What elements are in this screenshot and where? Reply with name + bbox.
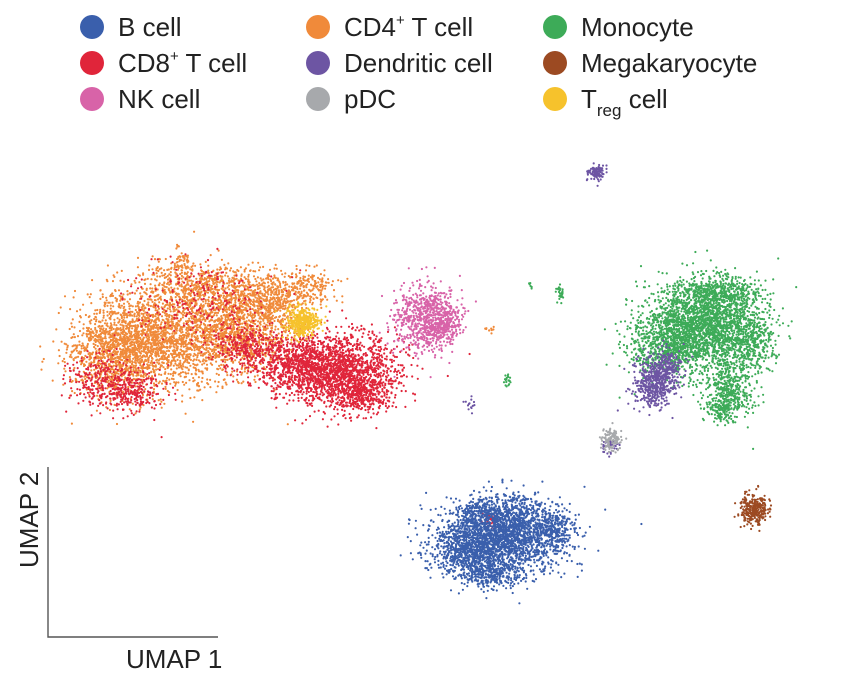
legend-label-cd8: CD8+ T cell [118, 48, 248, 78]
legend-item-dc: Dendritic cell [306, 46, 493, 80]
series-pdc-points [598, 422, 628, 454]
y-axis-label: UMAP 2 [14, 471, 44, 568]
legend-label-cd4: CD4+ T cell [344, 12, 474, 42]
legend-swatch-dc [306, 51, 330, 75]
scatter-points [39, 162, 798, 605]
series-b-marks [399, 478, 643, 605]
legend-swatch-mono [543, 15, 567, 39]
series-b-points [399, 478, 643, 605]
legend-swatch-b [80, 15, 104, 39]
series-nk-points [378, 266, 477, 379]
legend-item-mk: Megakaryocyte [543, 46, 757, 80]
series-pdc-marks [598, 422, 628, 454]
series-mono-marks [603, 249, 798, 451]
legend-swatch-cd8 [80, 51, 104, 75]
legend-label-treg: Treg cell [581, 84, 668, 120]
legend-item-cd4: CD4+ T cell [306, 10, 473, 44]
series-dc-islands [462, 395, 476, 415]
legend-item-pdc: pDC [306, 82, 396, 116]
series-cd8-marks [60, 247, 501, 529]
legend-item-nk: NK cell [80, 82, 200, 116]
x-axis-label: UMAP 1 [126, 644, 223, 674]
series-mk-points [733, 484, 773, 532]
legend-swatch-pdc [306, 87, 330, 111]
legend-item-cd8: CD8+ T cell [80, 46, 247, 80]
series-mono-islands [502, 282, 565, 388]
legend-label-nk: NK cell [118, 84, 201, 114]
legend-item-treg: Treg cell [543, 82, 668, 120]
legend-item-b: B cell [80, 10, 182, 44]
series-cd8-points [60, 247, 501, 529]
legend-label-dc: Dendritic cell [344, 48, 493, 78]
legend-label-b: B cell [118, 12, 182, 42]
legend-swatch-cd4 [306, 15, 330, 39]
series-dc-island-marks [462, 395, 476, 415]
series-mono-island-marks [502, 282, 565, 388]
legend-swatch-nk [80, 87, 104, 111]
series-treg-points [274, 301, 328, 344]
series-treg-marks [274, 301, 328, 344]
legend-swatch-mk [543, 51, 567, 75]
legend-label-pdc: pDC [344, 84, 397, 114]
series-nk-marks [378, 266, 477, 379]
legend-label-mono: Monocyte [581, 12, 694, 42]
legend-label-mk: Megakaryocyte [581, 48, 758, 78]
legend: B cell CD4+ T cell Monocyte CD8+ T cell Dend… [0, 0, 859, 130]
series-mk-marks [733, 484, 773, 532]
series-mono-points [603, 249, 798, 451]
legend-swatch-treg [543, 87, 567, 111]
legend-item-mono: Monocyte [543, 10, 694, 44]
axis-indicator [47, 467, 218, 638]
